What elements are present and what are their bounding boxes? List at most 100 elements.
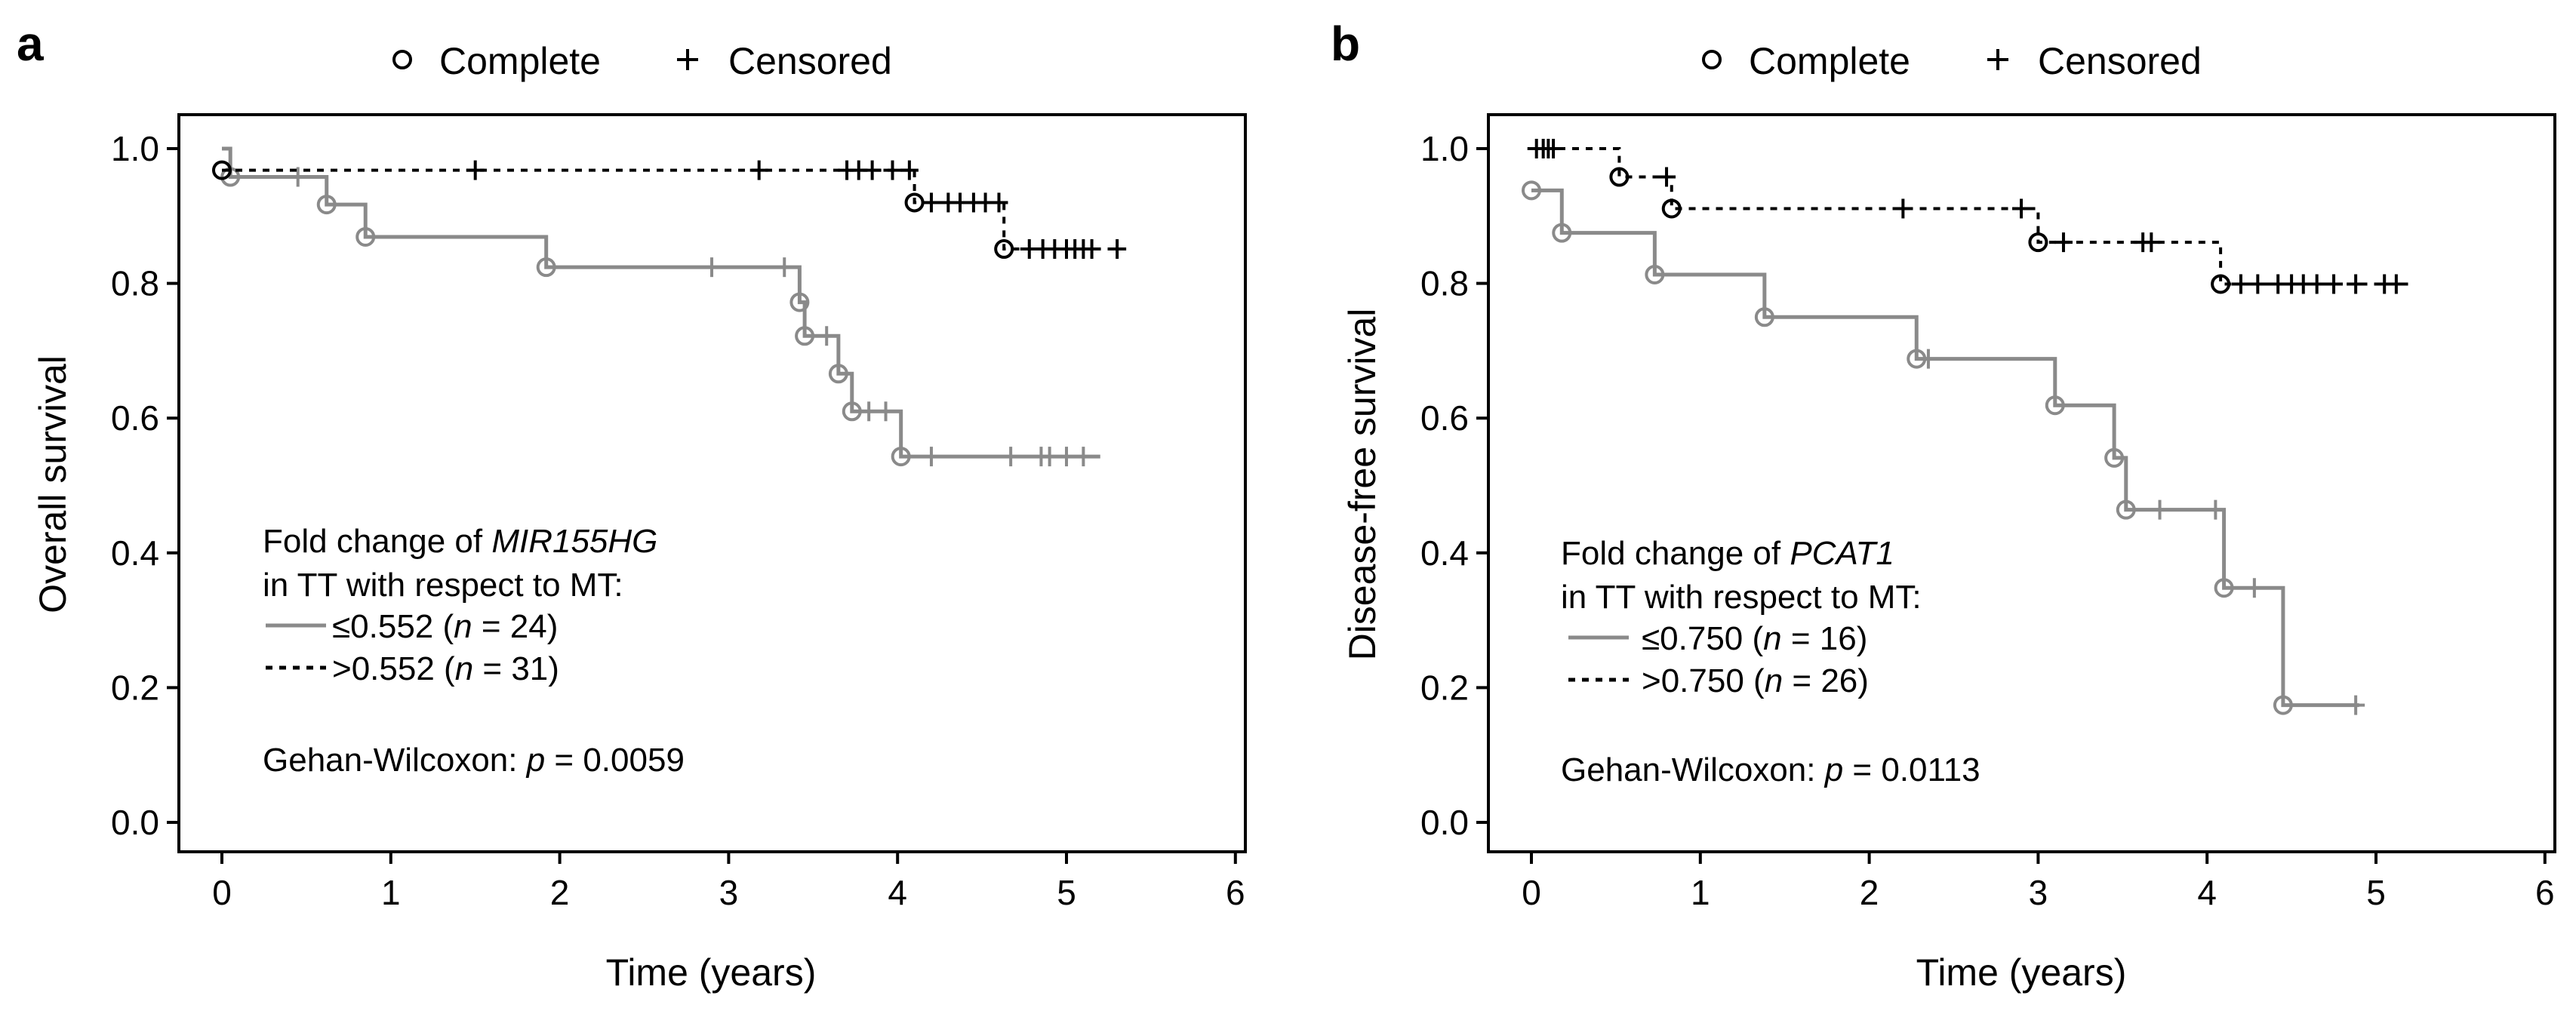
marker-legend-b: Complete Censored [1702, 40, 2202, 82]
censored-marker [2307, 274, 2326, 294]
y-tick-label: 0.2 [111, 668, 159, 707]
plot-frame-a [177, 113, 1247, 853]
test-result-b: Gehan-Wilcoxon: p = 0.0113 [1561, 751, 1980, 788]
x-tick-label: 2 [550, 873, 570, 912]
legend-title-line1-b: Fold change of PCAT1 [1561, 535, 1894, 572]
x-tick-label: 1 [1691, 873, 1710, 912]
complete-marker [316, 195, 337, 215]
complete-legend-marker [1702, 50, 1722, 69]
censored-marker [1919, 349, 1937, 369]
censored-marker [900, 160, 919, 180]
censored-marker [1082, 239, 1101, 260]
legend-title-line2-b: in TT with respect to MT: [1561, 579, 1922, 616]
complete-marker [1552, 223, 1572, 243]
survival-curve-dashed [1531, 147, 2410, 286]
censored-marker [883, 160, 902, 180]
censored-marker [922, 192, 940, 213]
y-tick-label: 0.6 [111, 398, 159, 438]
censored-marker [2248, 274, 2267, 294]
complete-marker [1609, 167, 1630, 187]
censored-marker [989, 192, 1008, 213]
censored-marker [2231, 274, 2250, 294]
legend-title-line2-a: in TT with respect to MT: [263, 567, 623, 604]
censored-marker [2012, 198, 2031, 219]
survival-curve-solid [222, 146, 1100, 459]
panel-letter-b: b [1331, 17, 1360, 71]
x-tick-label: 5 [2366, 873, 2386, 912]
y-tick-label: 0.4 [1420, 533, 1469, 573]
complete-marker [1522, 180, 1541, 201]
plot-frame-b [1487, 113, 2556, 853]
x-axis-label-b: Time (years) [1916, 951, 2127, 994]
complete-marker [2273, 695, 2293, 715]
complete-marker [2214, 578, 2234, 598]
censored-legend-label: Censored [728, 40, 892, 82]
censored-marker [2054, 232, 2073, 253]
censored-marker [922, 447, 940, 467]
complete-marker [891, 447, 911, 467]
censored-marker [2347, 695, 2365, 715]
panel-a: a Complete Censored Time (years) Overall… [17, 17, 1247, 994]
panel-letter-a: a [17, 17, 44, 71]
x-tick-label: 3 [2029, 873, 2048, 912]
censored-marker [1544, 139, 1563, 158]
complete-marker [2045, 395, 2065, 416]
complete-marker [1754, 307, 1774, 327]
complete-marker [2116, 499, 2136, 520]
x-tick-label: 0 [1522, 873, 1541, 912]
y-tick-label: 0.0 [1420, 803, 1469, 842]
complete-marker [2211, 274, 2231, 294]
censored-marker [2347, 274, 2365, 294]
censored-marker [863, 160, 882, 180]
x-axis-label-a: Time (years) [606, 951, 817, 994]
censored-marker [466, 160, 485, 180]
series-legend-a: Fold change of MIR155HG in TT with respe… [263, 523, 685, 779]
series-dashed [212, 160, 1127, 260]
legend-series-dashed-a: >0.552 (n = 31) [332, 650, 559, 687]
censored-marker [876, 401, 895, 422]
x-tick-label: 2 [1860, 873, 1879, 912]
complete-marker [795, 326, 815, 346]
x-tick-label: 6 [1226, 873, 1245, 912]
complete-marker [2104, 447, 2125, 468]
marker-legend-a: Complete Censored [392, 40, 892, 82]
complete-legend-label: Complete [1749, 40, 1910, 82]
censored-legend-marker [677, 49, 698, 70]
censored-marker [288, 167, 307, 187]
censored-marker [2325, 274, 2344, 294]
y-tick-label: 0.2 [1420, 668, 1469, 707]
y-axis-label-b: Disease-free survival [1341, 309, 1383, 661]
censored-marker [775, 257, 794, 278]
survival-curve-dashed [222, 168, 1122, 251]
censored-legend-marker [1987, 49, 2008, 70]
series-group-b [1522, 139, 2410, 715]
survival-curve-solid [1531, 188, 2359, 708]
y-axis-label-a: Overall survival [32, 355, 74, 613]
y-tick-label: 0.4 [111, 533, 159, 573]
censored-marker [1657, 167, 1676, 187]
censored-marker [2150, 499, 2169, 520]
censored-marker [1057, 447, 1076, 467]
censored-marker [860, 401, 879, 422]
x-tick-label: 4 [888, 873, 907, 912]
complete-marker [355, 226, 376, 247]
censored-marker [1894, 198, 1913, 219]
x-tick-label: 1 [381, 873, 401, 912]
censored-marker [1108, 239, 1127, 260]
censored-marker [2206, 499, 2225, 520]
x-tick-label: 6 [2535, 873, 2555, 912]
series-solid [1522, 180, 2365, 715]
complete-marker [1661, 198, 1682, 219]
censored-legend-label: Censored [2038, 40, 2202, 82]
censored-marker [2387, 274, 2405, 294]
test-result-a: Gehan-Wilcoxon: p = 0.0059 [263, 742, 685, 779]
y-tick-label: 1.0 [111, 129, 159, 168]
y-tick-label: 0.6 [1420, 398, 1469, 438]
censored-marker [703, 257, 722, 278]
complete-legend-label: Complete [439, 40, 601, 82]
censored-marker [1002, 447, 1020, 467]
censored-marker [817, 326, 836, 346]
y-tick-label: 0.0 [111, 803, 159, 842]
axis-ticks-a: 0 1 2 3 4 5 6 0.0 0.2 0.4 0.6 0.8 1.0 [111, 129, 1245, 912]
